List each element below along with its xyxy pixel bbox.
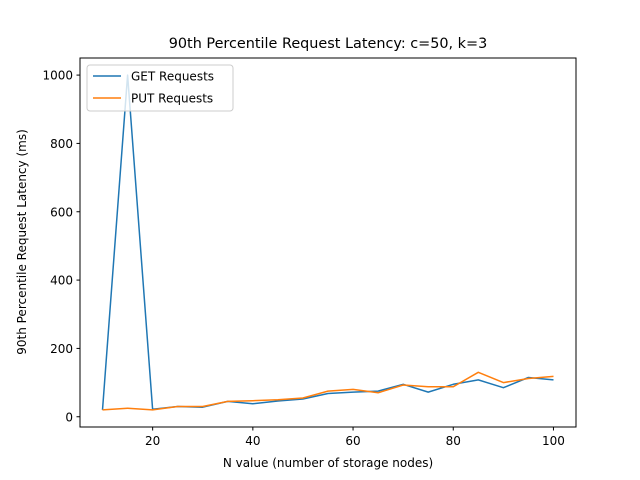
y-tick-label: 200	[50, 342, 73, 356]
x-axis-ticks: 20 40 60 80 100	[145, 427, 565, 448]
legend-label-put: PUT Requests	[131, 92, 213, 106]
legend-label-get: GET Requests	[131, 70, 214, 84]
series-layer	[101, 74, 554, 411]
chart-title: 90th Percentile Request Latency: c=50, k…	[169, 36, 487, 52]
x-tick-label: 80	[446, 434, 461, 448]
legend-box	[86, 64, 234, 112]
x-tick-label: 40	[245, 434, 260, 448]
series-line-put-requests	[102, 371, 554, 411]
x-tick-label: 20	[145, 434, 160, 448]
x-tick-label: 100	[542, 434, 565, 448]
plot-frame	[79, 57, 577, 428]
y-tick-label: 1000	[42, 69, 73, 83]
y-tick-label: 600	[50, 205, 73, 219]
x-axis-label: N value (number of storage nodes)	[223, 456, 433, 470]
y-tick-label: 800	[50, 137, 73, 151]
legend: GET Requests PUT Requests	[86, 64, 234, 112]
y-tick-label: 400	[50, 274, 73, 288]
x-tick-label: 60	[345, 434, 360, 448]
plot-area	[80, 58, 576, 427]
y-axis-ticks: 0 200 400 600 800 1000	[42, 69, 80, 424]
y-axis-label: 90th Percentile Request Latency (ms)	[15, 129, 29, 355]
y-tick-label: 0	[65, 410, 73, 424]
